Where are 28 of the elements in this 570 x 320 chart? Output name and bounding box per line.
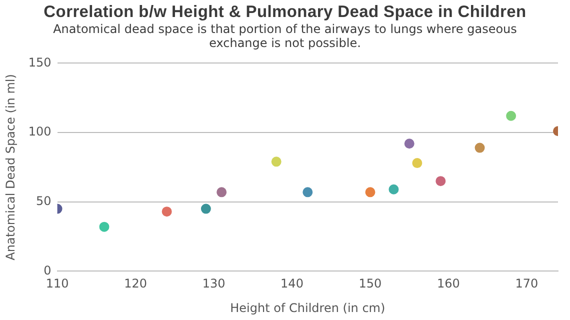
point	[506, 110, 516, 121]
x-tick-label: 170	[515, 276, 538, 291]
point	[162, 206, 172, 217]
point	[99, 222, 110, 232]
x-tick-label: 110	[46, 276, 69, 291]
point	[436, 176, 446, 186]
x-tick-label: 120	[124, 276, 147, 291]
point	[365, 187, 376, 198]
x-tick-label: 140	[280, 276, 304, 291]
point	[388, 184, 399, 194]
y-axis-title: Anatomical Dead Space (in ml)	[3, 74, 18, 260]
point	[216, 187, 227, 198]
point	[474, 142, 485, 153]
y-tick-label: 50	[36, 194, 52, 208]
x-tick-label: 150	[358, 276, 382, 291]
point	[200, 204, 211, 214]
point	[412, 158, 422, 168]
point	[302, 187, 313, 198]
chart-title: Correlation b/w Height & Pulmonary Dead Space in Children	[42, 3, 528, 22]
point	[271, 156, 282, 167]
y-tick-label: 0	[44, 263, 52, 278]
point	[404, 138, 414, 149]
x-axis-title: Height of Children (in cm)	[230, 300, 386, 315]
x-tick-label: 160	[437, 276, 460, 291]
chart-subtitle: Anatomical dead space is that portion of the airways to lungs where gaseous exchange is not possible.	[52, 22, 518, 50]
y-tick-label: 150	[28, 55, 52, 70]
y-tick-label: 100	[28, 124, 52, 139]
x-tick-label: 130	[202, 276, 226, 291]
